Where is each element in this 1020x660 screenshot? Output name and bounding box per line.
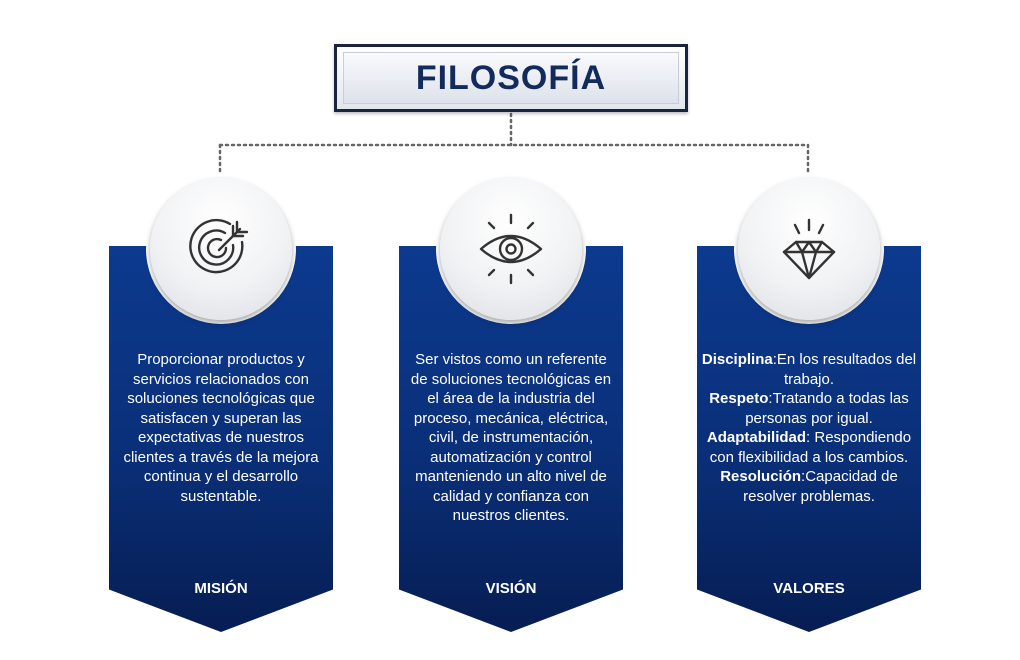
value-term: Disciplina (701, 351, 773, 368)
vision-text: Ser vistos como un referente de solucion… (410, 351, 612, 524)
target-icon (189, 218, 249, 274)
value-item: Disciplina:En los resultados del trabajo… (699, 350, 919, 389)
valores-label: VALORES (773, 580, 845, 597)
eye-icon (479, 213, 543, 285)
value-term: Adaptabilidad (706, 429, 807, 446)
mision-icon-circle (146, 174, 296, 324)
mision-text: Proporcionar productos y servicios relac… (123, 351, 319, 505)
value-item: Adaptabilidad: Respondiendo con flexibil… (699, 428, 919, 467)
value-item: Respeto:Tratando a todas las personas po… (699, 389, 919, 428)
value-desc: : Respondiendo con flexibilidad a los ca… (709, 429, 912, 466)
mision-label: MISIÓN (194, 580, 248, 597)
diamond-icon (782, 218, 836, 280)
value-desc: :En los resultados del trabajo. (772, 351, 917, 388)
valores-text: Disciplina:En los resultados del trabajo… (699, 350, 919, 506)
value-term: Respeto (709, 390, 769, 407)
value-item: Resolución:Capacidad de resolver problem… (699, 467, 919, 506)
vision-icon-circle (436, 174, 586, 324)
valores-icon-circle (734, 174, 884, 324)
vision-label: VISIÓN (485, 580, 537, 597)
value-desc: :Tratando a todas las personas por igual… (745, 390, 909, 427)
value-desc: :Capacidad de resolver problemas. (743, 468, 898, 505)
title-box: FILOSOFÍA (334, 44, 688, 112)
page-title: FILOSOFÍA (415, 58, 607, 97)
value-term: Resolución (720, 468, 802, 485)
